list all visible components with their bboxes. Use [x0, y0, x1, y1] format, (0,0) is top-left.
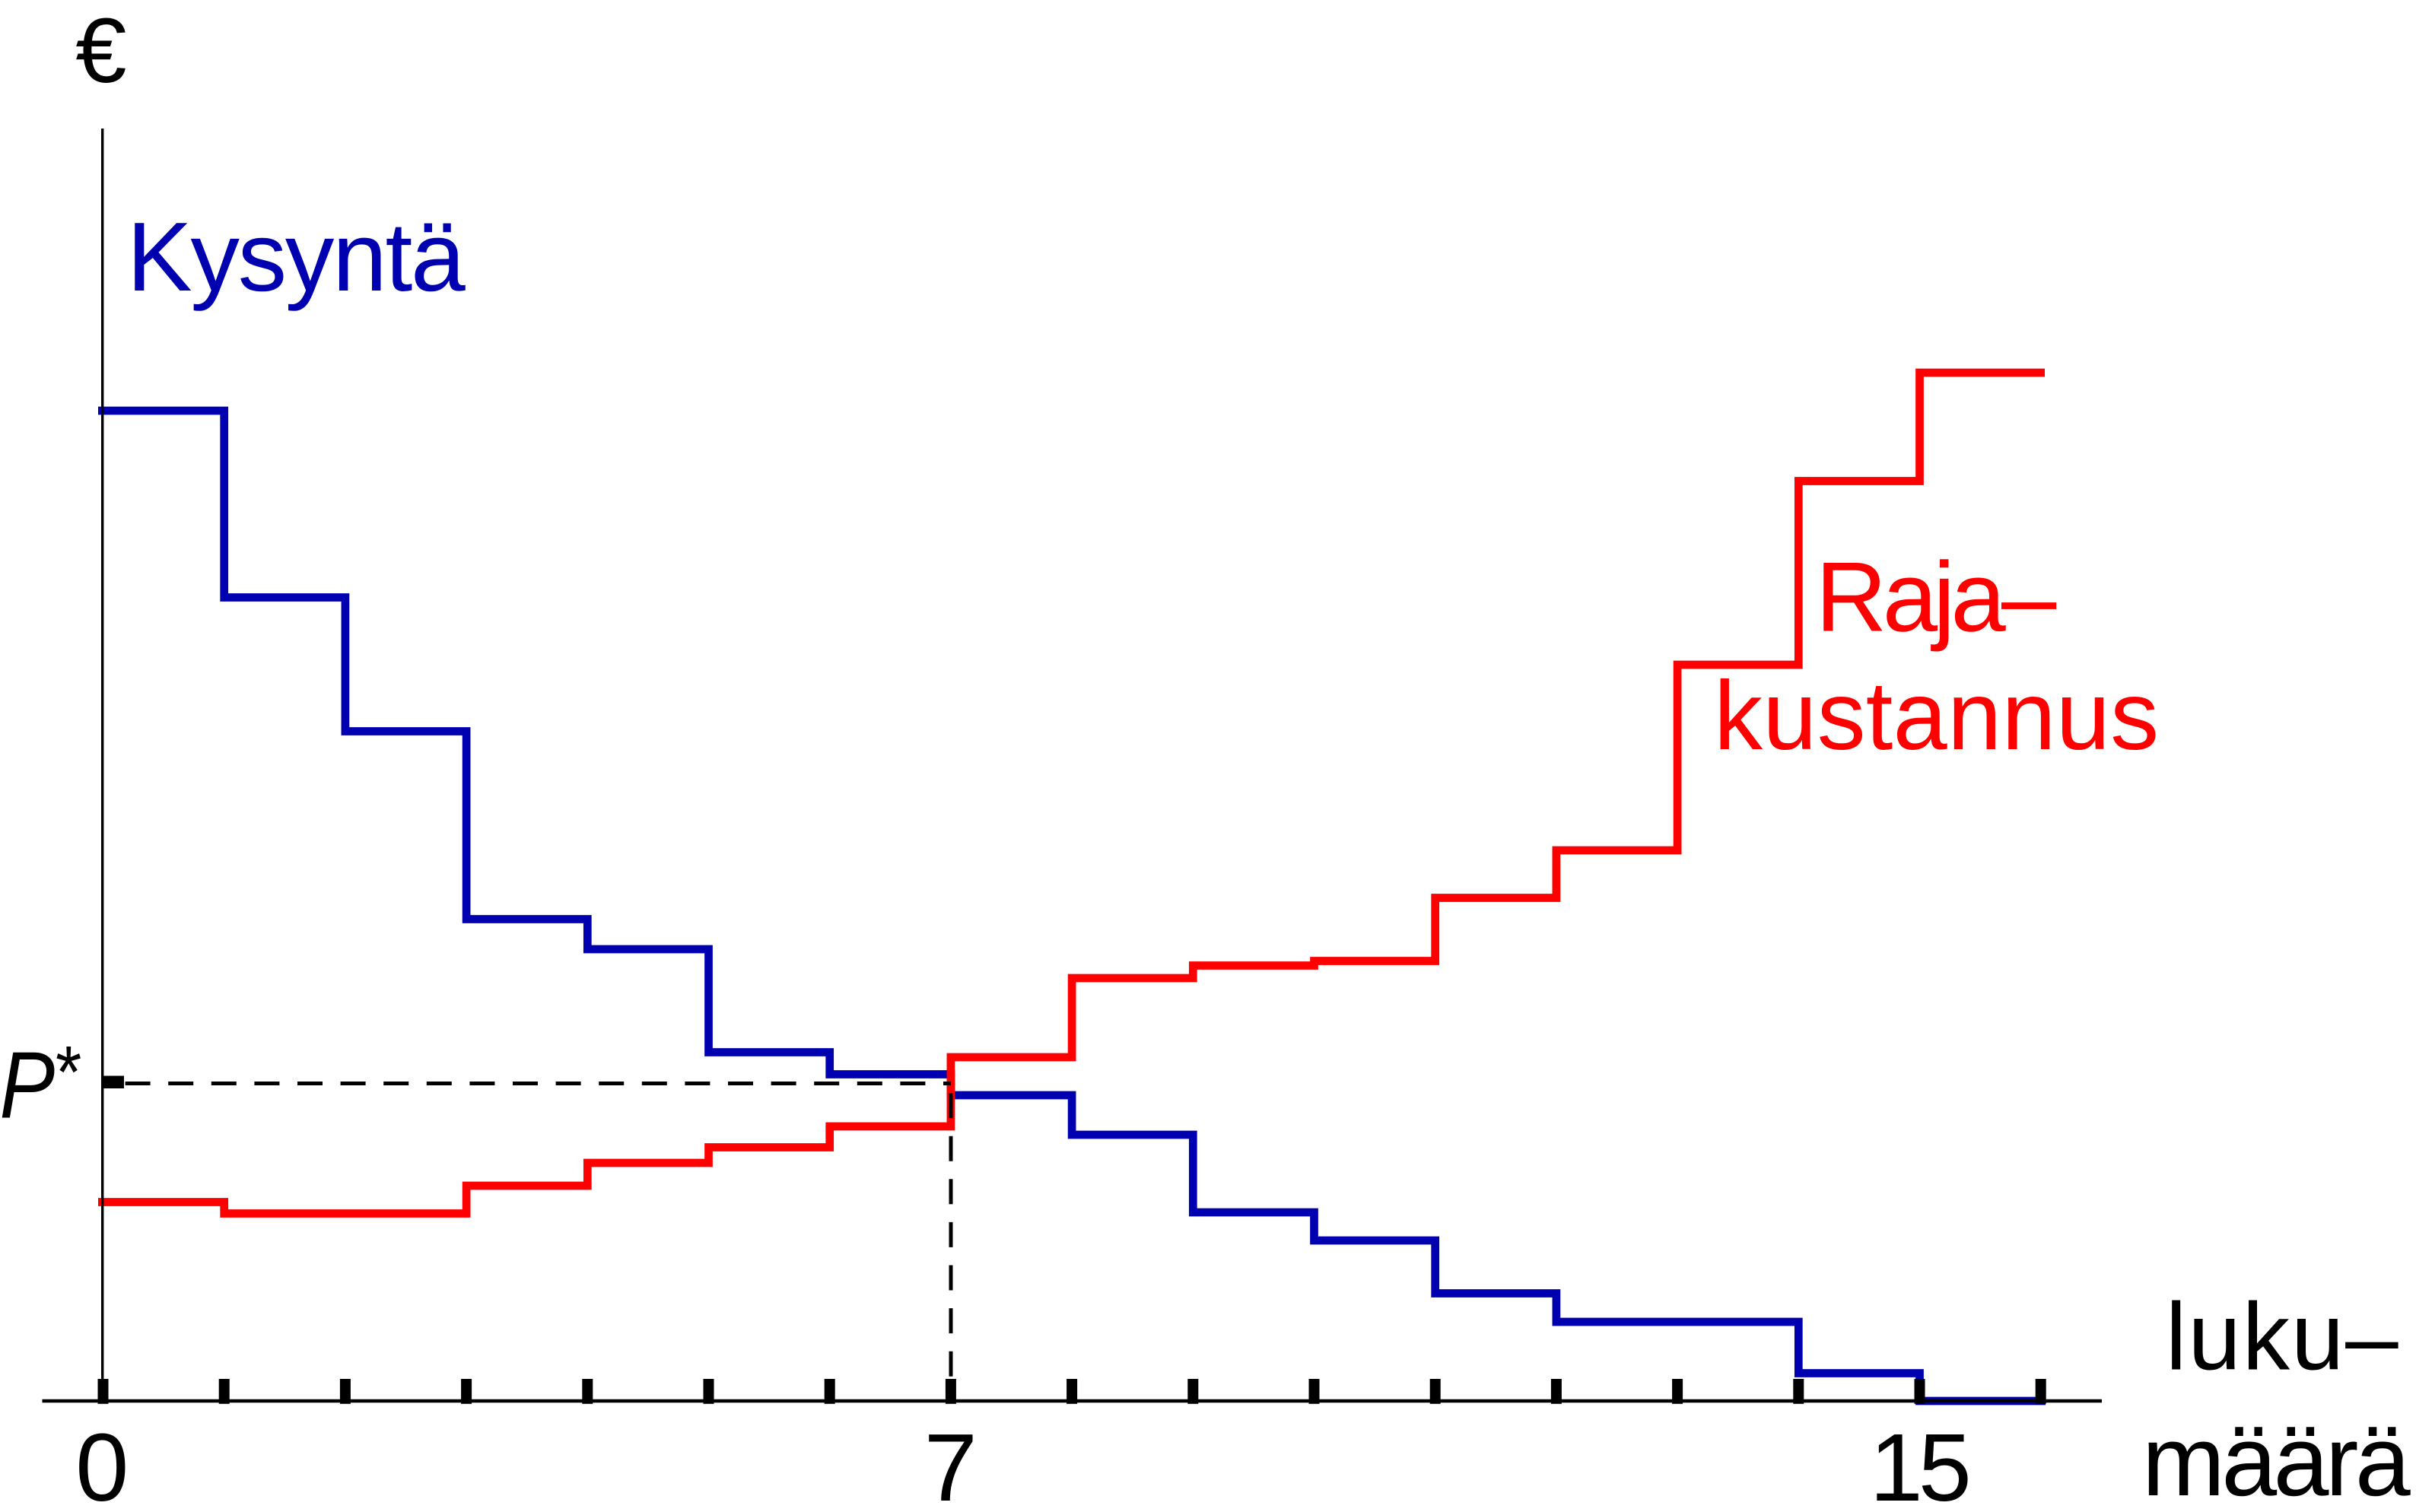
- svg-text:luku–: luku–: [2166, 1285, 2400, 1390]
- svg-text:määrä: määrä: [2142, 1405, 2411, 1512]
- svg-text:*: *: [52, 1031, 81, 1113]
- svg-text:kustannus: kustannus: [1714, 662, 2159, 770]
- svg-text:7: 7: [924, 1414, 978, 1512]
- svg-text:Raja–: Raja–: [1816, 542, 2057, 653]
- svg-text:P: P: [0, 1032, 55, 1138]
- svg-text:15: 15: [1870, 1414, 1968, 1512]
- svg-text:0: 0: [75, 1414, 129, 1512]
- svg-text:Kysyntä: Kysyntä: [127, 202, 466, 312]
- svg-text:€: €: [75, 0, 126, 102]
